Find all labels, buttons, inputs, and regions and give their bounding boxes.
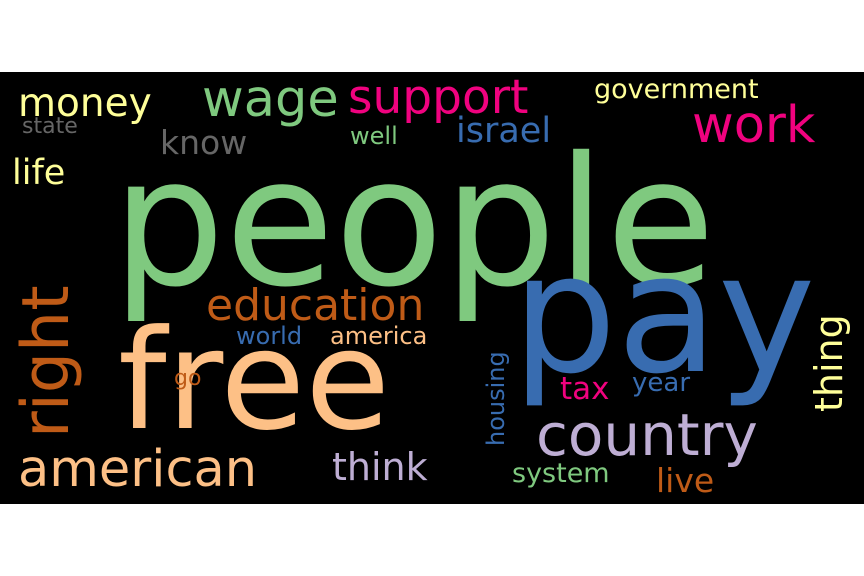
word-country: country [536,401,758,469]
word-government: government [594,74,759,105]
word-support: support [348,72,529,125]
word-well: well [350,122,398,150]
word-world: world [236,322,303,350]
word-state: state [22,114,78,139]
word-right: right [9,285,84,438]
word-think: think [332,445,428,489]
word-pay: pay [512,218,816,410]
word-american: american [18,440,258,499]
word-year: year [632,368,691,398]
word-cloud: people pay free country american right e… [0,72,864,504]
word-people: people [112,119,716,326]
word-tax: tax [560,371,610,407]
word-life: life [12,153,66,193]
word-know: know [160,123,248,162]
word-thing: thing [807,314,851,412]
word-education: education [206,280,425,331]
word-housing: housing [482,351,510,446]
word-live: live [656,461,715,500]
word-america: america [330,322,428,350]
word-wage: wage [202,72,339,129]
word-system: system [512,458,610,489]
word-israel: israel [456,111,552,151]
word-go: go [174,366,202,391]
word-work: work [692,96,816,155]
word-free: free [118,300,391,461]
word-money: money [18,81,152,126]
